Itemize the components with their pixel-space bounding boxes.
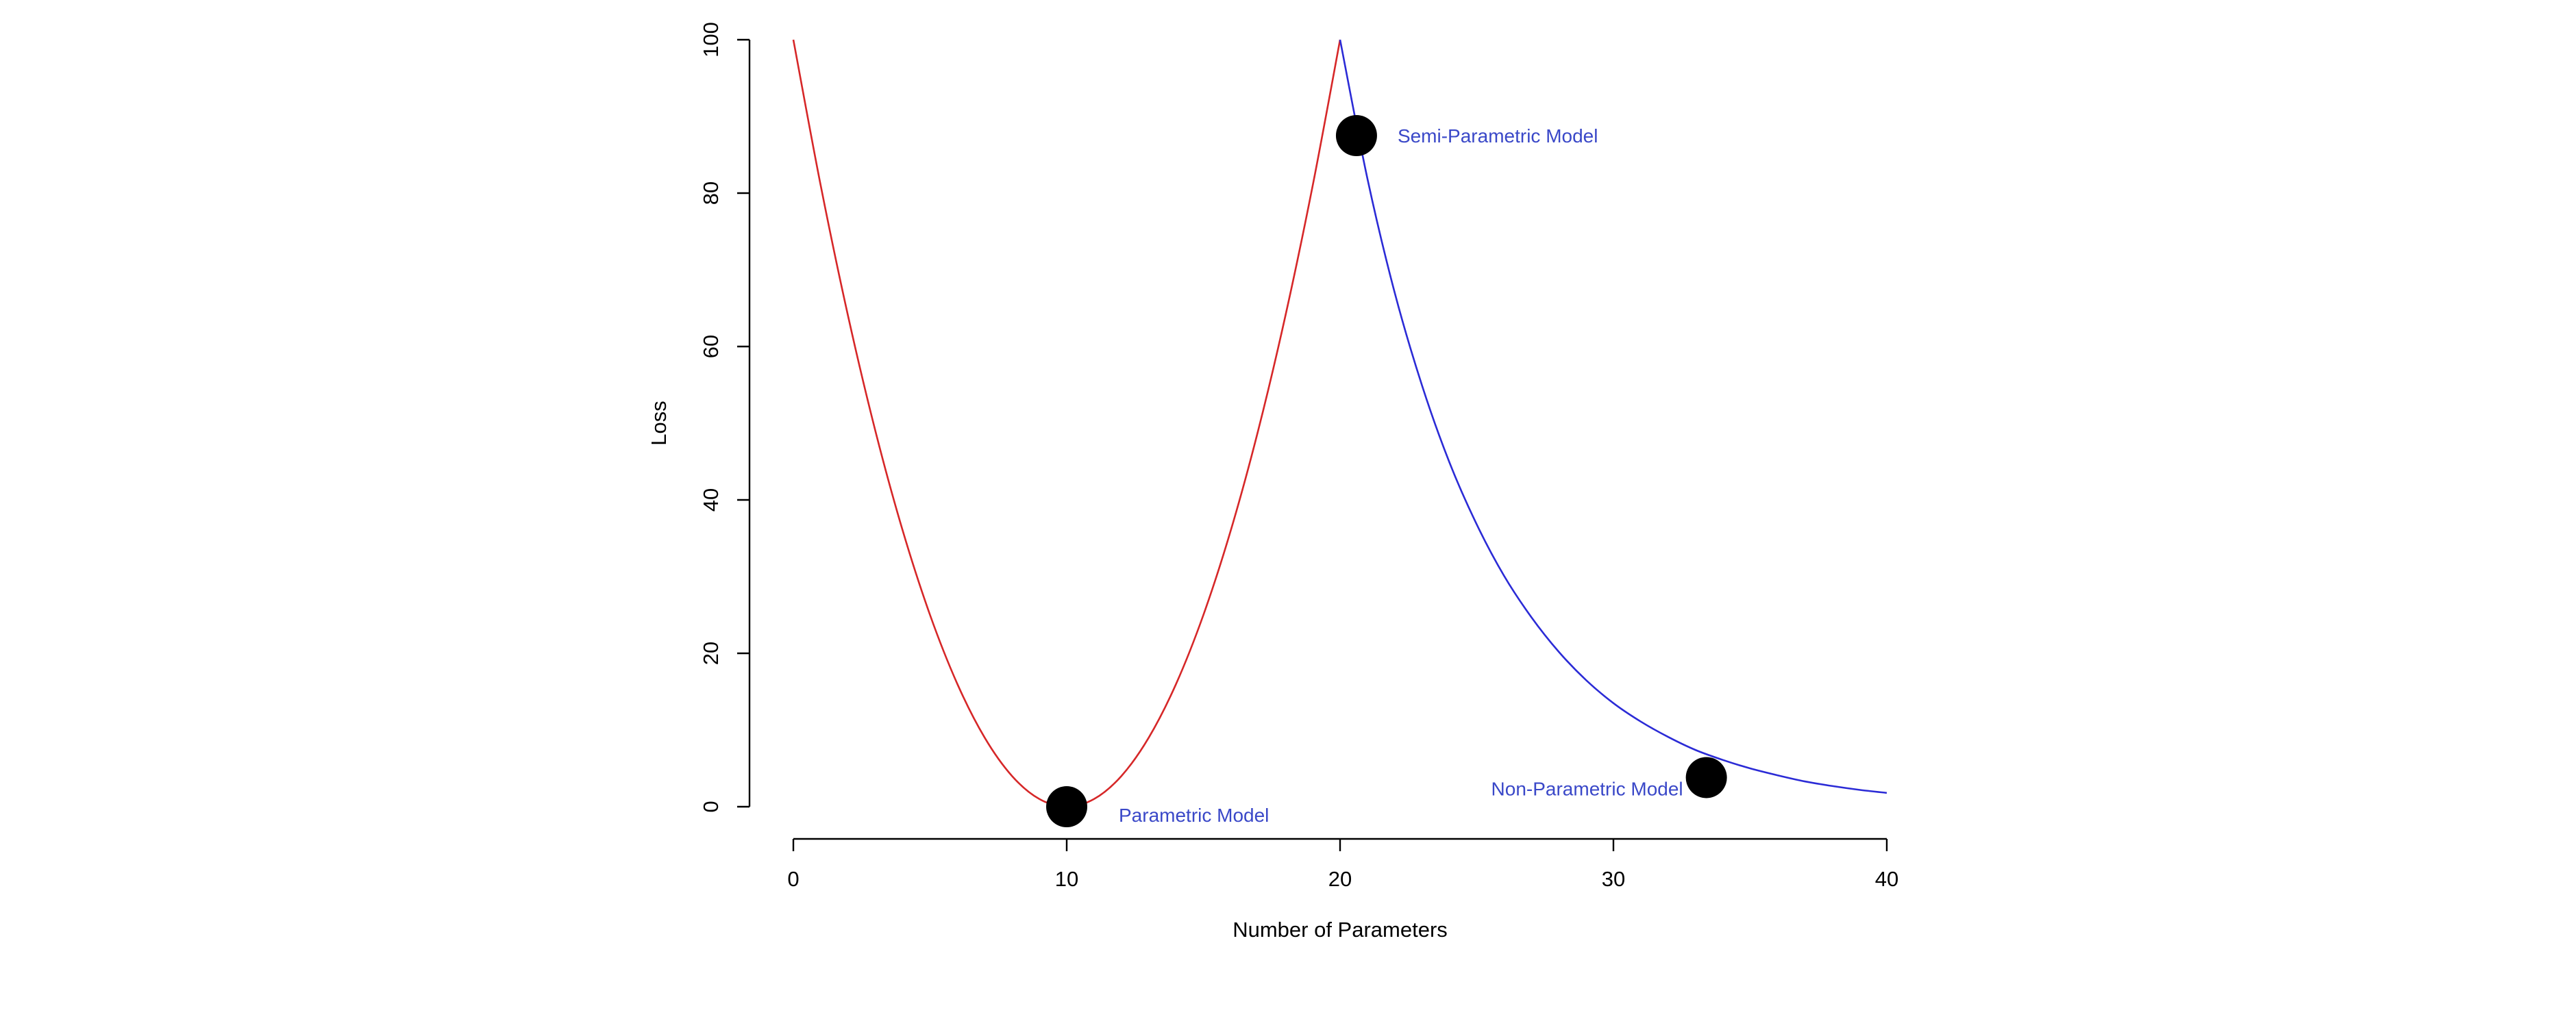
x-tick-label: 20	[1328, 867, 1352, 891]
x-axis-title: Number of Parameters	[1233, 918, 1448, 942]
x-ticks: 0 10 20 30 40	[787, 839, 1898, 891]
series-group	[792, 39, 1887, 808]
y-axis-title: Loss	[647, 401, 671, 445]
series-line-2	[1339, 39, 1887, 794]
series-line-1	[792, 39, 1341, 808]
highlight-point	[1046, 786, 1087, 827]
y-tick-label: 80	[699, 181, 723, 205]
x-tick-label: 0	[787, 867, 799, 891]
y-tick-label: 40	[699, 488, 723, 512]
y-tick-label: 20	[699, 642, 723, 665]
x-tick-label: 10	[1055, 867, 1078, 891]
highlight-point	[1335, 115, 1377, 156]
point-annotation: Parametric Model	[1119, 805, 1269, 826]
y-tick-label: 100	[699, 22, 723, 58]
points-group	[1046, 115, 1727, 827]
y-tick-label: 0	[699, 801, 723, 812]
x-tick-label: 40	[1875, 867, 1898, 891]
point-annotation: Semi-Parametric Model	[1398, 125, 1598, 147]
point-annotation: Non-Parametric Model	[1491, 778, 1683, 799]
y-tick-label: 60	[699, 335, 723, 358]
x-tick-label: 30	[1602, 867, 1625, 891]
highlight-point	[1685, 757, 1727, 798]
annotations-group: Parametric Model Semi-Parametric Model Non…	[1119, 125, 1683, 826]
y-ticks: 0 20 40 60 80 100	[699, 22, 750, 813]
